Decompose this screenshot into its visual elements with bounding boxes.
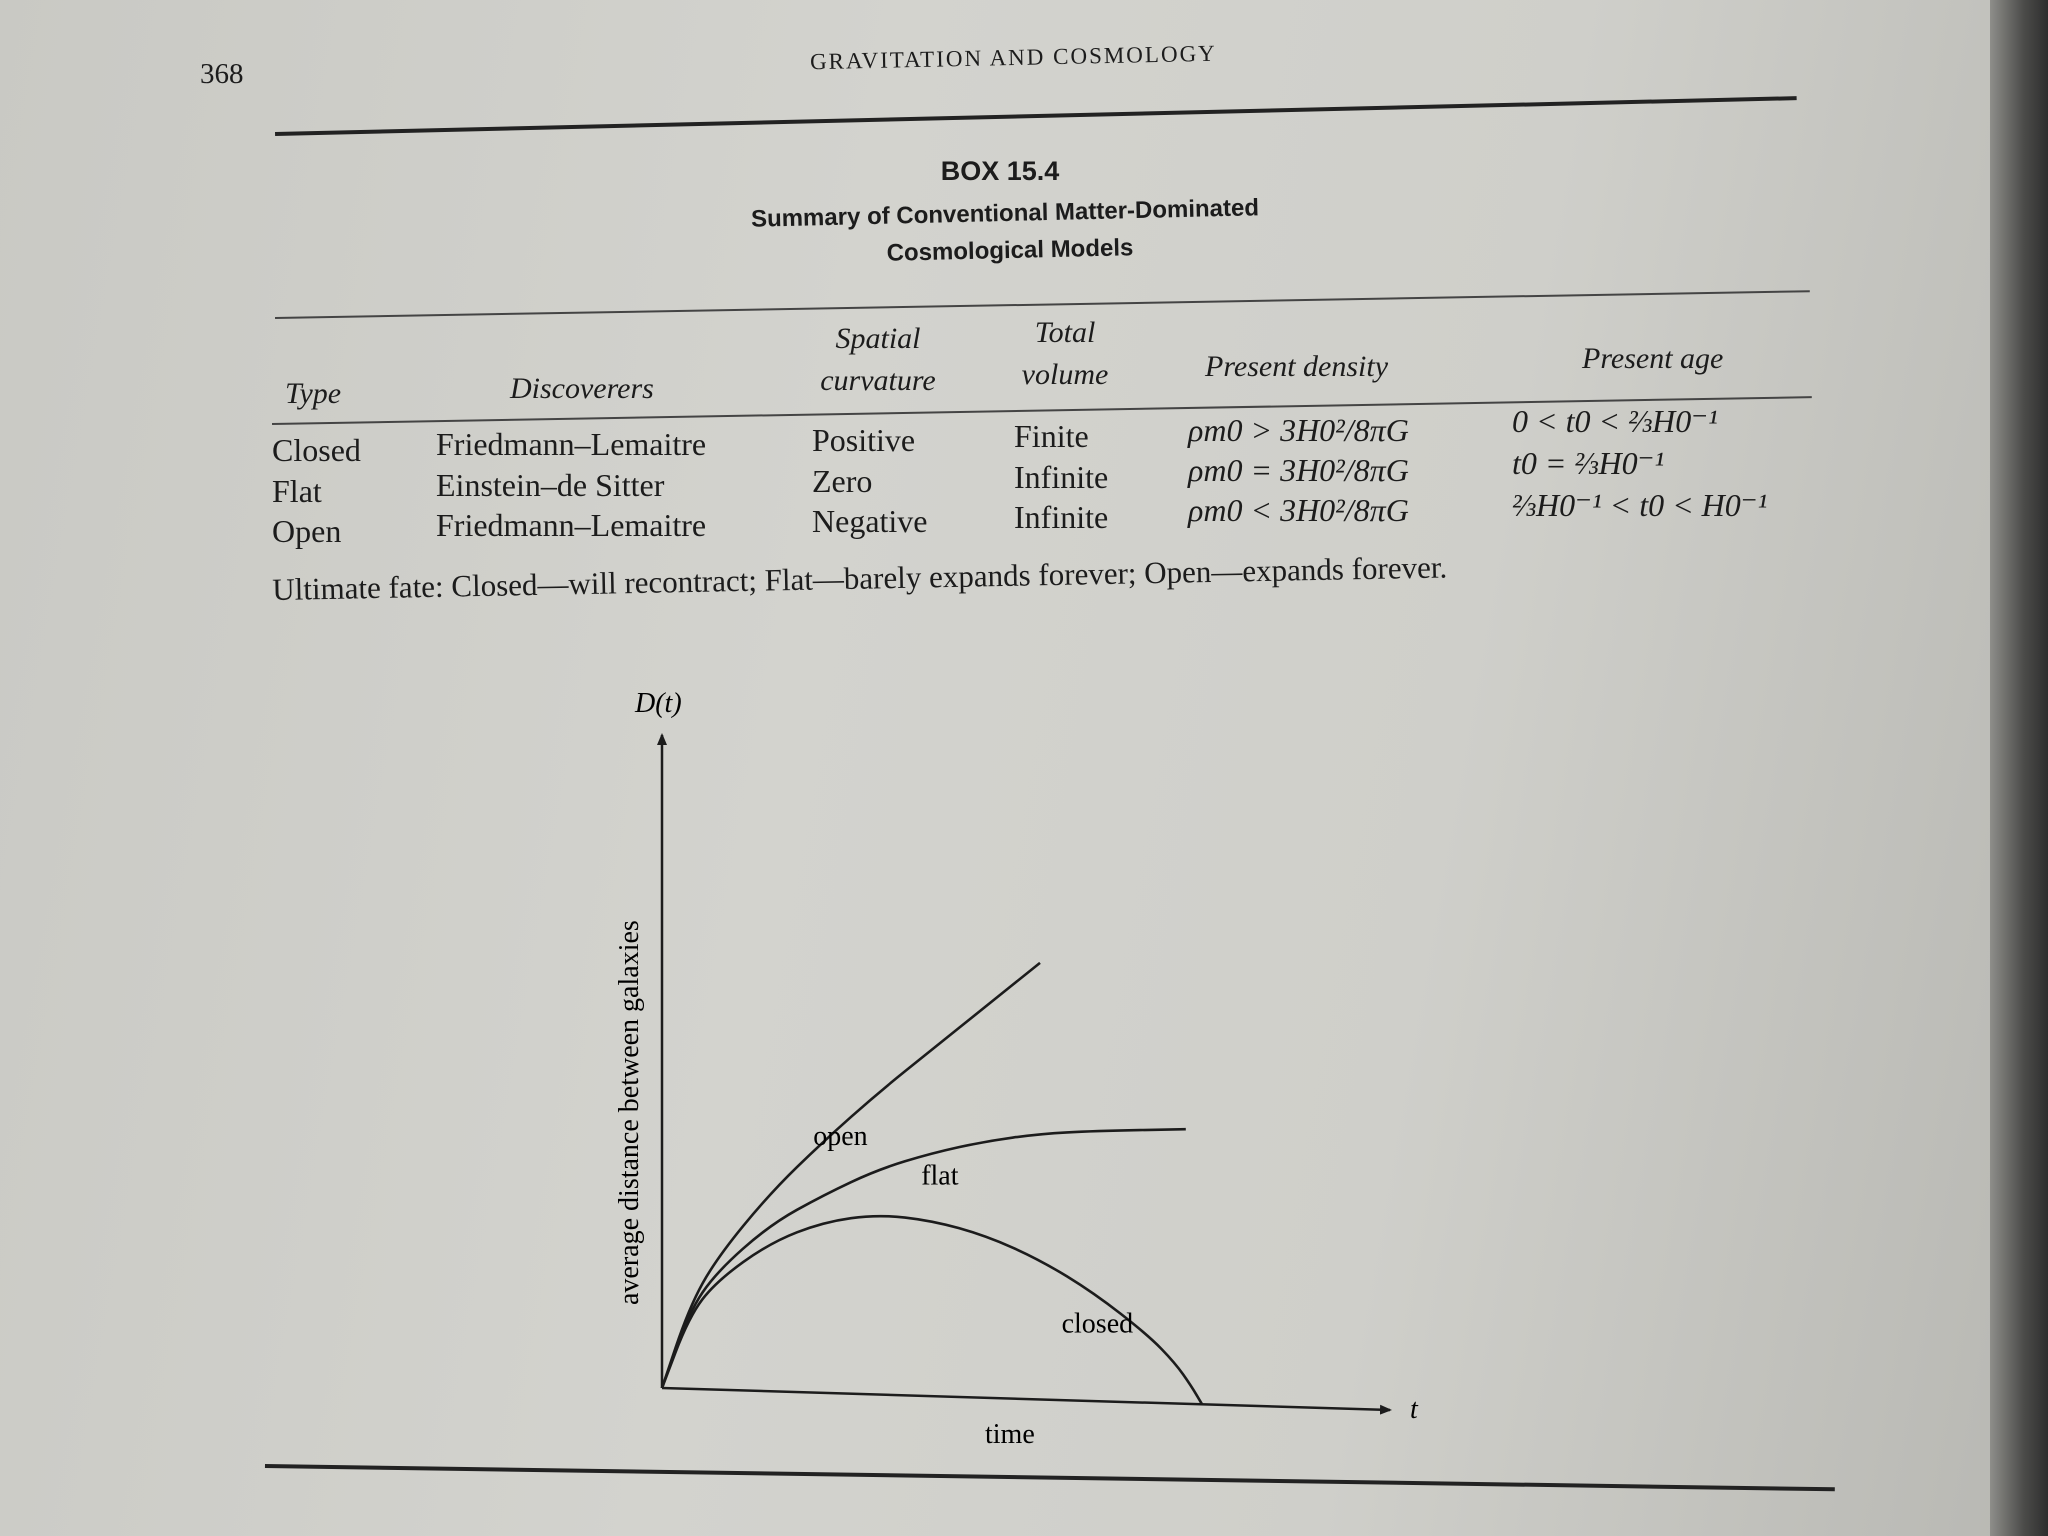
row-closed-type: Closed	[272, 432, 361, 468]
header-total-volume-line-2: volume	[1021, 358, 1109, 391]
row-open-type: Open	[272, 513, 342, 549]
book-page: 368 GRAVITATION AND COSMOLOGY BOX 15.4 S…	[0, 0, 2000, 1536]
row-open-age: ⅔H0⁻¹ < t0 < H0⁻¹	[1512, 487, 1768, 523]
row-closed-volume: Finite	[1014, 418, 1089, 454]
row-flat-type: Flat	[272, 473, 322, 509]
header-spatial-curvature-line-1: Spatial	[835, 322, 921, 355]
series-line-closed	[660, 1214, 1204, 1405]
row-closed-age: 0 < t0 < ⅔H0⁻¹	[1512, 403, 1718, 439]
row-flat-curvature: Zero	[812, 463, 873, 499]
x-axis-symbol: t	[1410, 1394, 1419, 1425]
header-discoverers: Discoverers	[510, 372, 654, 405]
row-flat-discoverers: Einstein–de Sitter	[436, 467, 665, 503]
x-axis	[661, 1386, 1392, 1415]
row-open-curvature: Negative	[812, 503, 928, 539]
row-open-discoverers: Friedmann–Lemaitre	[436, 507, 707, 543]
header-present-density: Present density	[1205, 350, 1389, 383]
page-edge	[1990, 0, 2048, 1536]
series-label-open: open	[813, 1121, 867, 1152]
y-axis-label: average distance between galaxies	[614, 920, 645, 1305]
y-axis-symbol: D(t)	[634, 688, 682, 719]
series-line-open	[660, 961, 1041, 1389]
series-label-flat: flat	[921, 1160, 959, 1191]
series-layer: open flat closed	[660, 961, 1204, 1405]
series-line-flat	[660, 1127, 1186, 1389]
x-axis-label: time	[985, 1419, 1035, 1450]
expansion-chart: D(t) t time average distance between gal…	[614, 688, 1419, 1450]
header-spatial-curvature: Spatial curvature	[808, 318, 948, 402]
series-label-closed: closed	[1062, 1308, 1134, 1339]
row-flat-density: ρm0 = 3H0²/8πG	[1188, 452, 1409, 488]
row-closed-discoverers: Friedmann–Lemaitre	[436, 426, 707, 462]
box-label: BOX 15.4	[940, 156, 1060, 186]
row-closed-curvature: Positive	[812, 422, 916, 458]
row-open-density: ρm0 < 3H0²/8πG	[1188, 492, 1409, 528]
header-present-age: Present age	[1582, 342, 1724, 375]
header-total-volume-line-1: Total	[1034, 316, 1096, 349]
row-flat-age: t0 = ⅔H0⁻¹	[1512, 445, 1665, 481]
header-type: Type	[285, 377, 342, 410]
row-open-volume: Infinite	[1014, 499, 1109, 535]
row-flat-volume: Infinite	[1014, 459, 1109, 495]
row-closed-density: ρm0 > 3H0²/8πG	[1188, 412, 1409, 448]
header-spatial-curvature-line-2: curvature	[820, 364, 936, 397]
header-total-volume: Total volume	[1000, 312, 1130, 396]
page-number: 368	[200, 58, 244, 90]
